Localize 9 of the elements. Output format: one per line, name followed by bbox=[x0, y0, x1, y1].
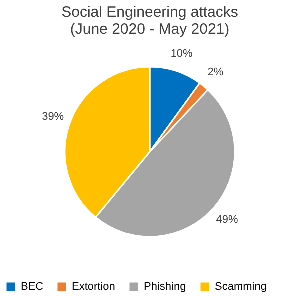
data-label: 39% bbox=[42, 111, 64, 124]
data-label: 49% bbox=[216, 214, 238, 226]
legend-label: Phishing bbox=[144, 281, 186, 293]
data-label: 2% bbox=[208, 66, 224, 79]
legend-label: Scamming bbox=[215, 281, 267, 293]
data-label: 10% bbox=[170, 48, 194, 60]
legend-label: Extortion bbox=[72, 281, 116, 293]
legend-label: BEC bbox=[21, 281, 44, 293]
chart-title: Social Engineering attacks (June 2020 - May 2021) bbox=[62, 4, 238, 38]
